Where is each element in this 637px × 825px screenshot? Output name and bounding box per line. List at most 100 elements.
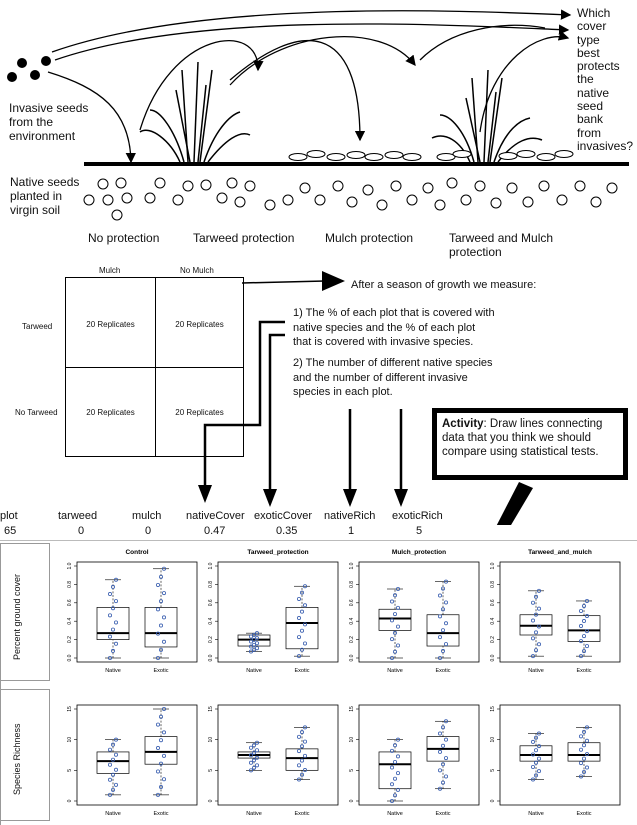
data-point bbox=[111, 757, 116, 762]
data-point bbox=[251, 647, 256, 652]
top-illustration bbox=[7, 9, 629, 221]
data-point bbox=[392, 743, 397, 748]
data-point bbox=[389, 798, 394, 803]
data-point bbox=[296, 596, 301, 601]
data-point bbox=[437, 635, 442, 640]
data-point bbox=[248, 639, 253, 644]
y-tick-label: 0.4 bbox=[349, 618, 355, 625]
plot-frame bbox=[76, 561, 198, 663]
data-point bbox=[585, 644, 590, 649]
y-tick-label: 0.2 bbox=[349, 636, 355, 643]
table-header: exoticRich bbox=[392, 510, 443, 522]
measure-1: 1) The % of each plot that is covered wi… bbox=[293, 307, 495, 348]
y-tick-label: 15 bbox=[490, 706, 496, 712]
data-point bbox=[395, 624, 400, 629]
data-point bbox=[395, 643, 400, 648]
data-point bbox=[161, 639, 166, 644]
data-point bbox=[579, 639, 584, 644]
treatment-tarweed: Tarweed protection bbox=[193, 231, 295, 245]
activity-box: Activity: Draw lines connecting data tha… bbox=[432, 408, 628, 480]
data-point bbox=[155, 792, 160, 797]
data-point bbox=[534, 735, 539, 740]
data-point bbox=[108, 747, 113, 752]
plot-frame bbox=[217, 704, 339, 806]
x-tick-label: Native bbox=[528, 668, 544, 674]
seed-arrows bbox=[47, 9, 572, 164]
data-point bbox=[440, 586, 445, 591]
connector-arrows bbox=[198, 271, 533, 525]
col-header-no-mulch: No Mulch bbox=[180, 266, 214, 275]
data-point bbox=[534, 612, 539, 617]
tarweed-mulch-plant-icon bbox=[431, 69, 543, 163]
data-point bbox=[443, 737, 448, 742]
row-header-tarweed: Tarweed bbox=[22, 322, 53, 331]
data-point bbox=[161, 591, 166, 596]
data-point bbox=[443, 579, 448, 584]
data-point bbox=[158, 574, 163, 579]
data-point bbox=[531, 654, 536, 659]
table-header: nativeRich bbox=[324, 510, 376, 522]
data-point bbox=[111, 584, 116, 589]
data-point bbox=[443, 642, 448, 647]
y-tick-label: 0 bbox=[67, 799, 73, 802]
y-tick-label: 0.2 bbox=[67, 636, 73, 643]
data-point bbox=[392, 612, 397, 617]
data-point bbox=[108, 634, 113, 639]
data-point bbox=[582, 619, 587, 624]
data-point bbox=[392, 776, 397, 781]
grid-cell: 20 Replicates bbox=[175, 408, 224, 417]
data-point bbox=[248, 768, 253, 773]
y-tick-label: 0.4 bbox=[208, 618, 214, 625]
data-point bbox=[531, 636, 536, 641]
data-point bbox=[395, 754, 400, 759]
data-point bbox=[299, 730, 304, 735]
data-point bbox=[114, 620, 119, 625]
plot-frame bbox=[499, 704, 621, 806]
treatment-tarweed-mulch: Tarweed and Mulch protection bbox=[449, 231, 554, 259]
activity-bold: Activity bbox=[442, 418, 484, 430]
x-tick-label: Exotic bbox=[577, 811, 592, 817]
data-point bbox=[114, 752, 119, 757]
data-point bbox=[531, 739, 536, 744]
data-point bbox=[395, 605, 400, 610]
data-point bbox=[155, 607, 160, 612]
data-point bbox=[534, 748, 539, 753]
table-cell: 0.35 bbox=[276, 525, 298, 537]
data-point bbox=[155, 582, 160, 587]
invasive-seeds-label: Invasive seeds from the environment bbox=[9, 101, 89, 143]
data-point bbox=[251, 750, 256, 755]
table-header: mulch bbox=[132, 510, 162, 522]
data-point bbox=[537, 731, 542, 736]
x-tick-label: Native bbox=[246, 811, 262, 817]
chart-title: Mulch_protection bbox=[392, 549, 446, 556]
data-point bbox=[302, 753, 307, 758]
data-point bbox=[585, 629, 590, 634]
data-point bbox=[251, 743, 256, 748]
box bbox=[285, 607, 319, 650]
y-tick-label: 1.0 bbox=[490, 562, 496, 569]
data-point bbox=[443, 600, 448, 605]
y-tick-label: 0.0 bbox=[208, 654, 214, 661]
data-point bbox=[389, 782, 394, 787]
box bbox=[519, 745, 553, 762]
measure-2: 2) The number of different native specie… bbox=[293, 357, 493, 398]
data-point bbox=[582, 729, 587, 734]
data-point bbox=[108, 592, 113, 597]
design-grid: 20 Replicates 20 Replicates 20 Replicate… bbox=[65, 277, 244, 457]
x-tick-label: Native bbox=[528, 811, 544, 817]
data-point bbox=[537, 769, 542, 774]
table-cell: 1 bbox=[348, 525, 355, 537]
plot-frame bbox=[217, 561, 339, 663]
data-point bbox=[254, 740, 259, 745]
question-label: Which cover type best protects the native see… bbox=[577, 6, 634, 153]
data-point bbox=[248, 760, 253, 765]
data-point bbox=[161, 730, 166, 735]
data-point bbox=[585, 598, 590, 603]
data-point bbox=[299, 590, 304, 595]
data-point bbox=[155, 746, 160, 751]
data-point bbox=[389, 618, 394, 623]
plot-frame bbox=[358, 561, 480, 663]
data-point bbox=[389, 599, 394, 604]
data-point bbox=[395, 737, 400, 742]
data-point bbox=[296, 734, 301, 739]
